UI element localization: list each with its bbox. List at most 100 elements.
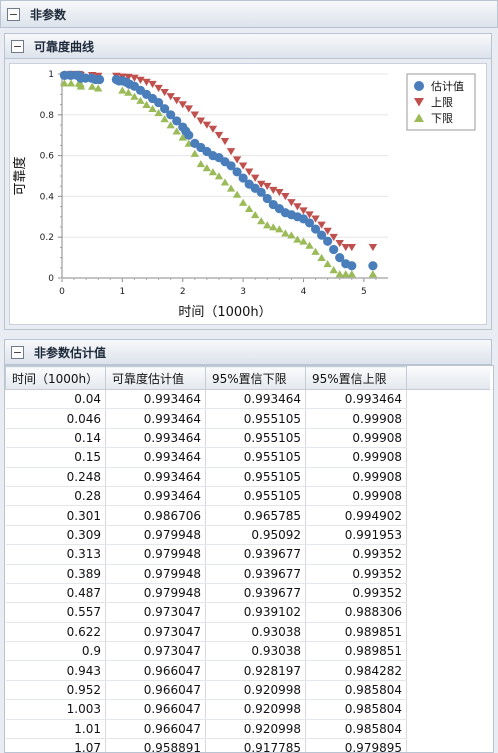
data-point [166, 110, 176, 120]
table-cell: 0.99908 [305, 428, 407, 449]
data-point [250, 174, 260, 182]
table-cell: 0.93038 [205, 622, 306, 643]
row-filler [406, 738, 490, 752]
data-point [226, 148, 236, 156]
table-cell: 0.988306 [305, 602, 407, 623]
table-row[interactable]: 0.952 0.966047 0.920998 0.985804 [5, 680, 490, 701]
table-row[interactable]: 0.309 0.979948 0.95092 0.991953 [5, 525, 490, 546]
data-point [220, 137, 230, 146]
data-point [257, 217, 266, 225]
table-row[interactable]: 0.15 0.993464 0.955105 0.99908 [5, 447, 490, 468]
data-point [178, 133, 187, 141]
data-point [94, 84, 103, 92]
table-row[interactable]: 0.487 0.979948 0.939677 0.99352 [5, 583, 490, 604]
table-panel-title: 非参数估计值 [34, 345, 107, 360]
data-point [160, 104, 170, 114]
data-point [316, 230, 327, 240]
table-row[interactable]: 0.622 0.973047 0.93038 0.989851 [5, 622, 490, 643]
data-point [368, 270, 378, 278]
table-cell: 0.15 [5, 447, 106, 468]
data-point [160, 115, 169, 123]
table-cell: 0.99352 [305, 583, 407, 604]
table-cell: 0.487 [5, 583, 106, 604]
table-cell: 0.939677 [205, 564, 306, 584]
chart-panel-title: 可靠度曲线 [34, 39, 95, 54]
data-point [244, 168, 254, 176]
table-cell: 0.958891 [105, 738, 206, 752]
data-point [160, 89, 169, 97]
table-cell: 0.248 [5, 467, 106, 487]
table-cell: 0.993464 [105, 408, 206, 429]
table-row[interactable]: 0.046 0.993464 0.955105 0.99908 [5, 408, 490, 429]
table-row[interactable]: 0.557 0.973047 0.939102 0.988306 [5, 602, 490, 623]
table-row[interactable]: 0.313 0.979948 0.939677 0.99352 [5, 544, 490, 565]
table-cell: 0.994902 [305, 505, 407, 526]
table-cell: 0.966047 [105, 660, 206, 681]
table-cell: 0.973047 [105, 622, 206, 643]
data-point [335, 270, 344, 278]
row-filler [406, 389, 490, 409]
data-point [124, 73, 133, 81]
table-header-row: 时间（1000h） 可靠度估计值 95%置信下限 95%置信上限 [5, 366, 490, 390]
table-cell: 0.993464 [105, 428, 206, 449]
table-row[interactable]: 0.14 0.993464 0.955105 0.99908 [5, 428, 490, 449]
data-point [166, 93, 175, 101]
table-cell: 0.28 [5, 486, 106, 507]
table-cell: 0.04 [5, 389, 106, 410]
column-header[interactable]: 95%置信下限 [205, 366, 306, 390]
y-tick-label: 0.4 [40, 192, 55, 202]
table-cell: 0.955105 [205, 428, 306, 449]
table-cell: 0.389 [5, 564, 106, 584]
table-row[interactable]: 0.943 0.966047 0.928197 0.984282 [5, 660, 490, 681]
row-filler [406, 564, 490, 584]
collapse-icon[interactable]: − [11, 39, 24, 53]
collapse-icon[interactable]: − [11, 345, 24, 359]
table-row[interactable]: 1.07 0.958891 0.917785 0.979895 [5, 738, 490, 752]
estimates-table-container: 时间（1000h） 可靠度估计值 95%置信下限 95%置信上限 0.04 0.9934… [4, 365, 494, 753]
data-point [208, 168, 218, 176]
legend-label: 估计值 [431, 80, 464, 93]
table-row[interactable]: 0.301 0.986706 0.965785 0.994902 [5, 505, 490, 526]
data-point [368, 244, 378, 252]
table-row[interactable]: 1.01 0.966047 0.920998 0.985804 [5, 719, 490, 740]
data-point [281, 229, 290, 237]
data-point [347, 244, 356, 252]
table-cell: 0.993464 [205, 389, 306, 410]
table-cell: 0.973047 [105, 641, 206, 662]
data-point [329, 266, 338, 274]
table-cell: 1.003 [5, 699, 106, 720]
row-filler [406, 680, 490, 700]
column-header[interactable]: 95%置信上限 [305, 366, 407, 390]
table-cell: 0.966047 [105, 719, 206, 740]
table-cell: 0.979948 [105, 583, 206, 604]
data-point [148, 80, 157, 88]
table-row[interactable]: 0.248 0.993464 0.955105 0.99908 [5, 467, 490, 487]
data-point [76, 82, 86, 90]
column-header[interactable]: 时间（1000h） [5, 366, 106, 390]
table-row[interactable]: 1.003 0.966047 0.920998 0.985804 [5, 699, 490, 720]
data-point [311, 215, 320, 223]
table-row[interactable]: 0.389 0.979948 0.939677 0.99352 [5, 564, 490, 584]
data-point [311, 247, 320, 255]
data-point [299, 237, 308, 245]
collapse-icon[interactable]: − [7, 7, 20, 21]
table-row[interactable]: 0.9 0.973047 0.93038 0.989851 [5, 641, 490, 662]
table-cell: 0.920998 [205, 699, 306, 720]
legend-label: 上限 [431, 96, 453, 109]
data-point [66, 79, 76, 87]
table-row[interactable]: 0.28 0.993464 0.955105 0.99908 [5, 486, 490, 507]
data-point [341, 244, 350, 252]
table-row[interactable]: 0.04 0.993464 0.993464 0.993464 [5, 389, 490, 410]
legend-marker [414, 113, 424, 122]
data-point [299, 207, 308, 215]
data-point [257, 180, 266, 188]
row-filler [406, 544, 490, 565]
data-point [232, 190, 242, 198]
table-cell: 0.99908 [305, 408, 407, 429]
table-cell: 0.920998 [205, 719, 306, 740]
table-cell: 0.14 [5, 428, 106, 449]
legend-marker [414, 98, 424, 107]
table-cell: 0.95092 [205, 525, 306, 546]
column-header[interactable]: 可靠度估计值 [105, 366, 206, 390]
table-cell: 0.993464 [305, 389, 407, 410]
